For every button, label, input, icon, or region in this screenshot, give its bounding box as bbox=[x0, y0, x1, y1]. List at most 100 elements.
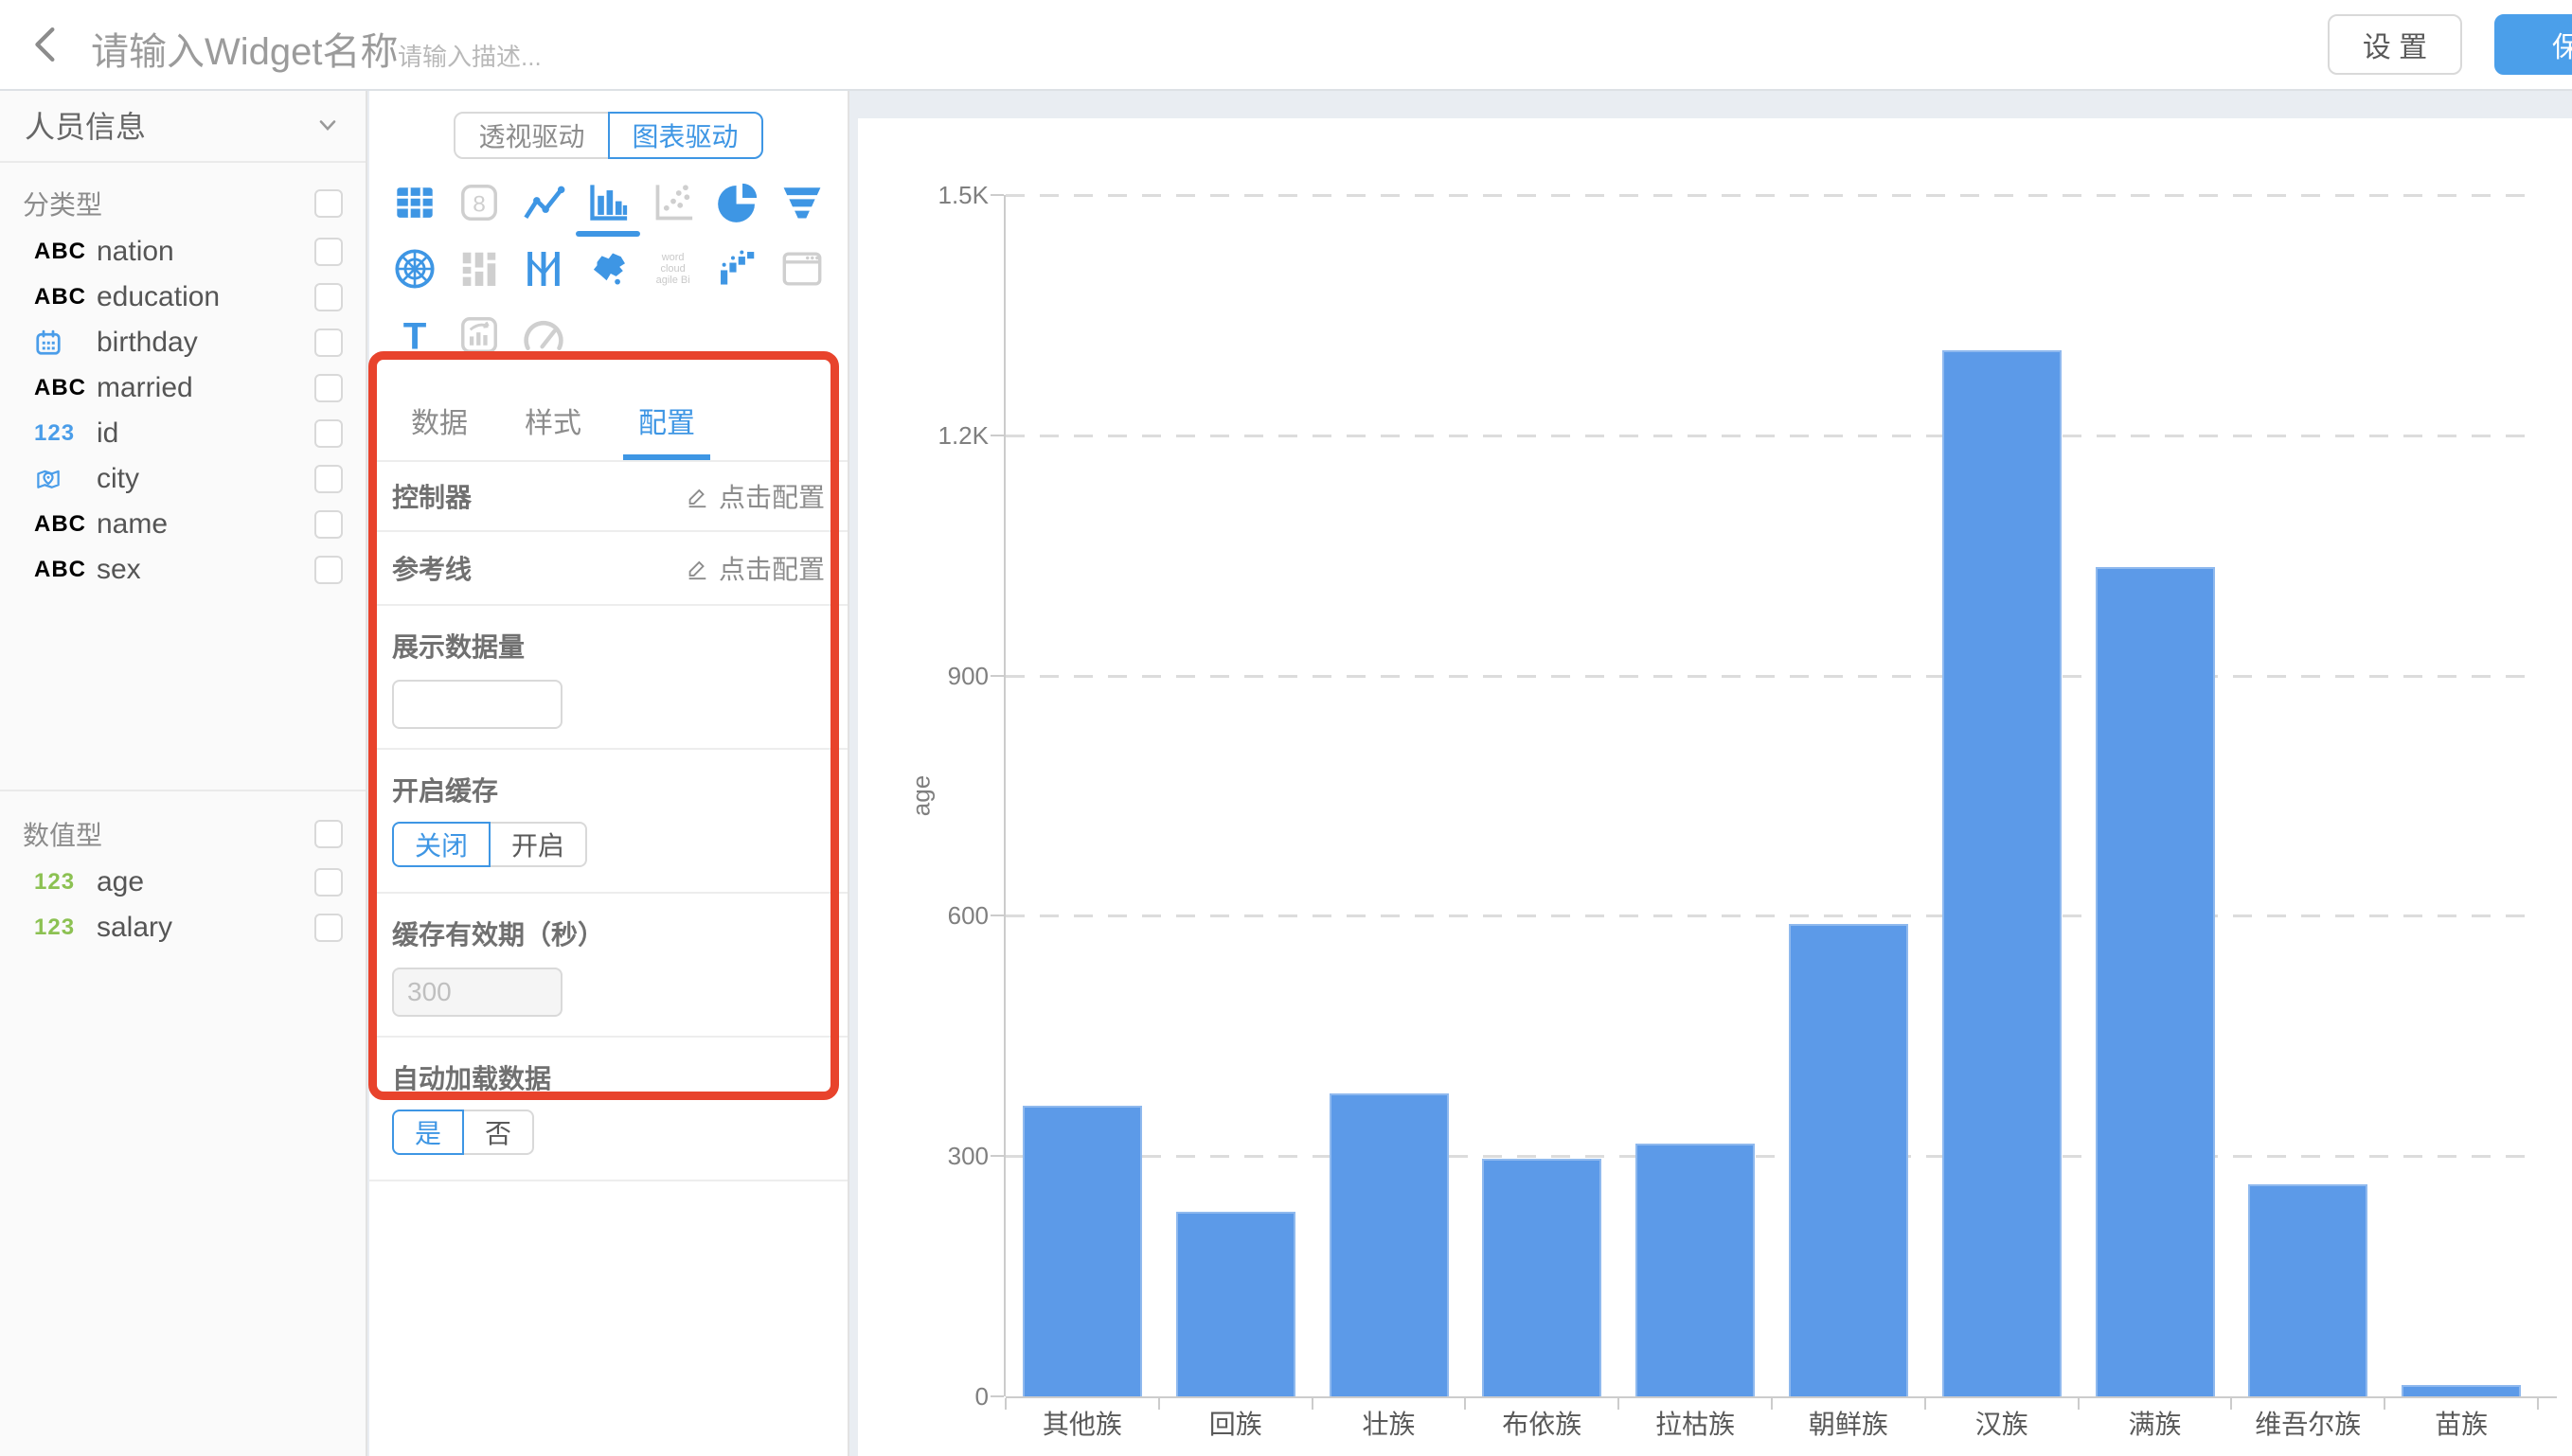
abc-text-icon: ABC bbox=[34, 239, 97, 265]
wordcloud-chart-icon: wordcloudagile Bi bbox=[649, 242, 698, 295]
field-item-birthday[interactable]: birthday bbox=[23, 320, 343, 365]
y-tick-label: 1.5K bbox=[884, 180, 989, 210]
group-checkbox[interactable] bbox=[314, 820, 343, 848]
richtext-chart-icon bbox=[455, 309, 504, 362]
display-count-section: 展示数据量 bbox=[369, 606, 848, 750]
auto-load-option-1[interactable]: 否 bbox=[462, 1110, 534, 1155]
bar-满族 bbox=[2096, 567, 2215, 1396]
x-tick-mark bbox=[1617, 1398, 1619, 1410]
cache-option-1[interactable]: 开启 bbox=[489, 822, 587, 867]
mode-segment-pivot[interactable]: 透视驱动 bbox=[454, 112, 609, 159]
cache-option-0[interactable]: 关闭 bbox=[392, 822, 491, 867]
field-name: education bbox=[97, 281, 314, 313]
settings-button[interactable]: 设 置 bbox=[2328, 14, 2462, 75]
field-item-nation[interactable]: ABCnation bbox=[23, 229, 343, 275]
field-checkbox[interactable] bbox=[314, 914, 343, 942]
display-count-input[interactable] bbox=[392, 680, 563, 729]
controller-configure-link[interactable]: 点击配置 bbox=[685, 477, 825, 515]
chevron-down-icon bbox=[314, 112, 341, 138]
map-chart-icon[interactable] bbox=[583, 242, 633, 295]
x-category-label: 朝鲜族 bbox=[1772, 1410, 1925, 1440]
reference-line-configure-link[interactable]: 点击配置 bbox=[685, 549, 825, 587]
widget-name-input[interactable]: 请输入Widget名称 bbox=[91, 21, 399, 76]
x-category-label: 回族 bbox=[1159, 1410, 1313, 1440]
field-item-married[interactable]: ABCmarried bbox=[23, 365, 343, 411]
save-button[interactable]: 保 存 bbox=[2494, 14, 2572, 75]
field-group-label: 分类型 bbox=[23, 185, 102, 222]
field-item-id[interactable]: 123id bbox=[23, 411, 343, 456]
field-name: sex bbox=[97, 554, 314, 586]
cache-ttl-section: 缓存有效期（秒） bbox=[369, 894, 848, 1038]
bar-苗族 bbox=[2402, 1385, 2521, 1396]
field-item-sex[interactable]: ABCsex bbox=[23, 547, 343, 593]
field-checkbox[interactable] bbox=[314, 510, 343, 539]
bar-chart-icon[interactable] bbox=[583, 176, 633, 229]
y-tick-mark bbox=[991, 194, 1004, 196]
cache-label: 开启缓存 bbox=[392, 771, 825, 808]
number-123-icon: 123 bbox=[34, 914, 97, 941]
field-checkbox[interactable] bbox=[314, 328, 343, 357]
parallel-chart-icon[interactable] bbox=[519, 242, 568, 295]
gridline-1.5K bbox=[1006, 194, 2538, 197]
tab-样式[interactable]: 样式 bbox=[509, 384, 597, 460]
x-category-label: 壮族 bbox=[1313, 1410, 1466, 1440]
widget-description-input[interactable]: 请输入描述... bbox=[398, 38, 542, 73]
cache-ttl-input bbox=[392, 968, 563, 1017]
waterfall-chart-icon[interactable] bbox=[713, 242, 762, 295]
line-chart-icon[interactable] bbox=[519, 176, 568, 229]
field-checkbox[interactable] bbox=[314, 868, 343, 897]
field-checkbox[interactable] bbox=[314, 465, 343, 493]
number-123-icon: 123 bbox=[34, 869, 97, 896]
field-item-city[interactable]: city bbox=[23, 456, 343, 502]
map-location-icon bbox=[34, 465, 97, 493]
dataset-selector[interactable]: 人员信息 bbox=[0, 89, 366, 163]
tab-数据[interactable]: 数据 bbox=[396, 384, 483, 460]
field-group-header: 数值型 bbox=[23, 808, 343, 860]
x-axis-line bbox=[1006, 1396, 2557, 1398]
group-checkbox[interactable] bbox=[314, 189, 343, 218]
y-axis-line bbox=[1004, 195, 1006, 1396]
y-tick-label: 300 bbox=[884, 1141, 989, 1171]
editor-tabs: 数据样式配置 bbox=[369, 384, 848, 462]
field-checkbox[interactable] bbox=[314, 419, 343, 448]
chart-type-grid: 8wordcloudagile BiT bbox=[383, 176, 834, 362]
x-tick-mark bbox=[2537, 1398, 2539, 1410]
auto-load-option-0[interactable]: 是 bbox=[392, 1110, 464, 1155]
iframe-chart-icon bbox=[777, 242, 827, 295]
pie-chart-icon[interactable] bbox=[713, 176, 762, 229]
auto-load-section: 自动加载数据 是否 bbox=[369, 1038, 848, 1181]
table-chart-icon[interactable] bbox=[390, 176, 439, 229]
number-123-icon: 123 bbox=[34, 420, 97, 447]
auto-load-label: 自动加载数据 bbox=[392, 1058, 825, 1096]
cache-toggle: 关闭开启 bbox=[392, 822, 825, 867]
field-item-salary[interactable]: 123salary bbox=[23, 905, 343, 950]
field-checkbox[interactable] bbox=[314, 238, 343, 266]
field-checkbox[interactable] bbox=[314, 556, 343, 584]
gauge-chart-icon bbox=[519, 309, 568, 362]
field-item-name[interactable]: ABCname bbox=[23, 502, 343, 547]
field-group: 数值型123age123salary bbox=[0, 790, 366, 950]
y-tick-mark bbox=[991, 675, 1004, 677]
bar-朝鲜族 bbox=[1789, 924, 1908, 1396]
field-item-age[interactable]: 123age bbox=[23, 860, 343, 905]
field-checkbox[interactable] bbox=[314, 374, 343, 402]
tab-配置[interactable]: 配置 bbox=[623, 384, 710, 460]
y-tick-label: 1.2K bbox=[884, 420, 989, 451]
y-axis-title: age bbox=[907, 749, 937, 843]
field-name: nation bbox=[97, 236, 314, 268]
bar-汉族 bbox=[1942, 350, 2062, 1396]
funnel-chart-icon[interactable] bbox=[777, 176, 827, 229]
field-item-education[interactable]: ABCeducation bbox=[23, 275, 343, 320]
field-checkbox[interactable] bbox=[314, 283, 343, 311]
bar-回族 bbox=[1176, 1212, 1295, 1396]
field-name: name bbox=[97, 508, 314, 541]
radar-chart-icon[interactable] bbox=[390, 242, 439, 295]
abc-text-icon: ABC bbox=[34, 284, 97, 311]
abc-text-icon: ABC bbox=[34, 511, 97, 538]
back-icon[interactable] bbox=[25, 24, 66, 65]
mode-segment-chart[interactable]: 图表驱动 bbox=[608, 112, 763, 159]
scatter-chart-icon bbox=[649, 176, 698, 229]
text-chart-icon[interactable]: T bbox=[390, 309, 439, 362]
y-tick-mark bbox=[991, 435, 1004, 436]
field-name: birthday bbox=[97, 327, 314, 359]
